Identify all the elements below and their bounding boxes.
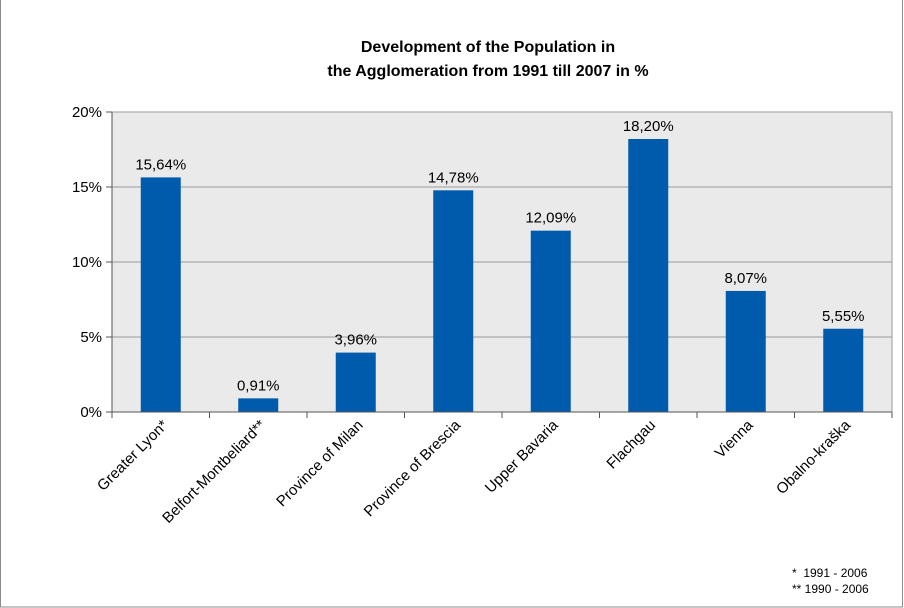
- bar: [628, 139, 669, 412]
- bar: [335, 352, 376, 412]
- bar: [433, 190, 474, 412]
- bar: [238, 398, 279, 412]
- data-label: 5,55%: [822, 308, 865, 325]
- data-label: 8,07%: [724, 270, 767, 287]
- bar: [530, 230, 571, 412]
- data-label: 15,64%: [135, 156, 186, 173]
- y-tick-label: 5%: [80, 329, 102, 346]
- footnotes: * 1991 - 2006 ** 1990 - 2006: [792, 566, 869, 596]
- bar: [725, 290, 766, 412]
- bar: [140, 177, 181, 412]
- data-label: 3,96%: [334, 332, 377, 349]
- data-label: 0,91%: [237, 377, 280, 394]
- bar: [823, 328, 864, 412]
- data-label: 18,20%: [623, 118, 674, 135]
- footnote: * 1991 - 2006: [792, 566, 868, 580]
- chart-title-line-1: Development of the Population in: [361, 39, 615, 56]
- y-tick-label: 20%: [72, 104, 102, 121]
- y-tick-label: 15%: [72, 179, 102, 196]
- chart-title-line-2: the Agglomeration from 1991 till 2007 in…: [327, 63, 648, 80]
- footnote: ** 1990 - 2006: [792, 582, 869, 596]
- y-axis: 0% 5% 10% 15% 20%: [72, 104, 113, 421]
- data-labels: 15,64% 0,91% 3,96% 14,78% 12,09% 18,20% 8,07% 5…: [135, 118, 864, 394]
- y-tick-label: 0%: [80, 404, 102, 421]
- bars: [140, 139, 864, 412]
- data-label: 12,09%: [525, 210, 576, 227]
- data-label: 14,78%: [428, 169, 479, 186]
- y-tick-label: 10%: [72, 254, 102, 271]
